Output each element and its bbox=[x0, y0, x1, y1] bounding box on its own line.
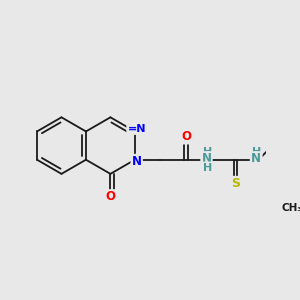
Text: N: N bbox=[202, 152, 212, 165]
Text: CH₃: CH₃ bbox=[282, 203, 300, 213]
Text: =N: =N bbox=[128, 124, 146, 134]
Text: O: O bbox=[181, 130, 191, 143]
Text: S: S bbox=[231, 177, 240, 190]
Text: O: O bbox=[105, 190, 116, 203]
Text: N: N bbox=[251, 152, 261, 165]
Text: H: H bbox=[203, 147, 212, 157]
Text: H: H bbox=[203, 163, 212, 173]
Text: H: H bbox=[252, 147, 262, 157]
Text: N: N bbox=[132, 155, 142, 168]
